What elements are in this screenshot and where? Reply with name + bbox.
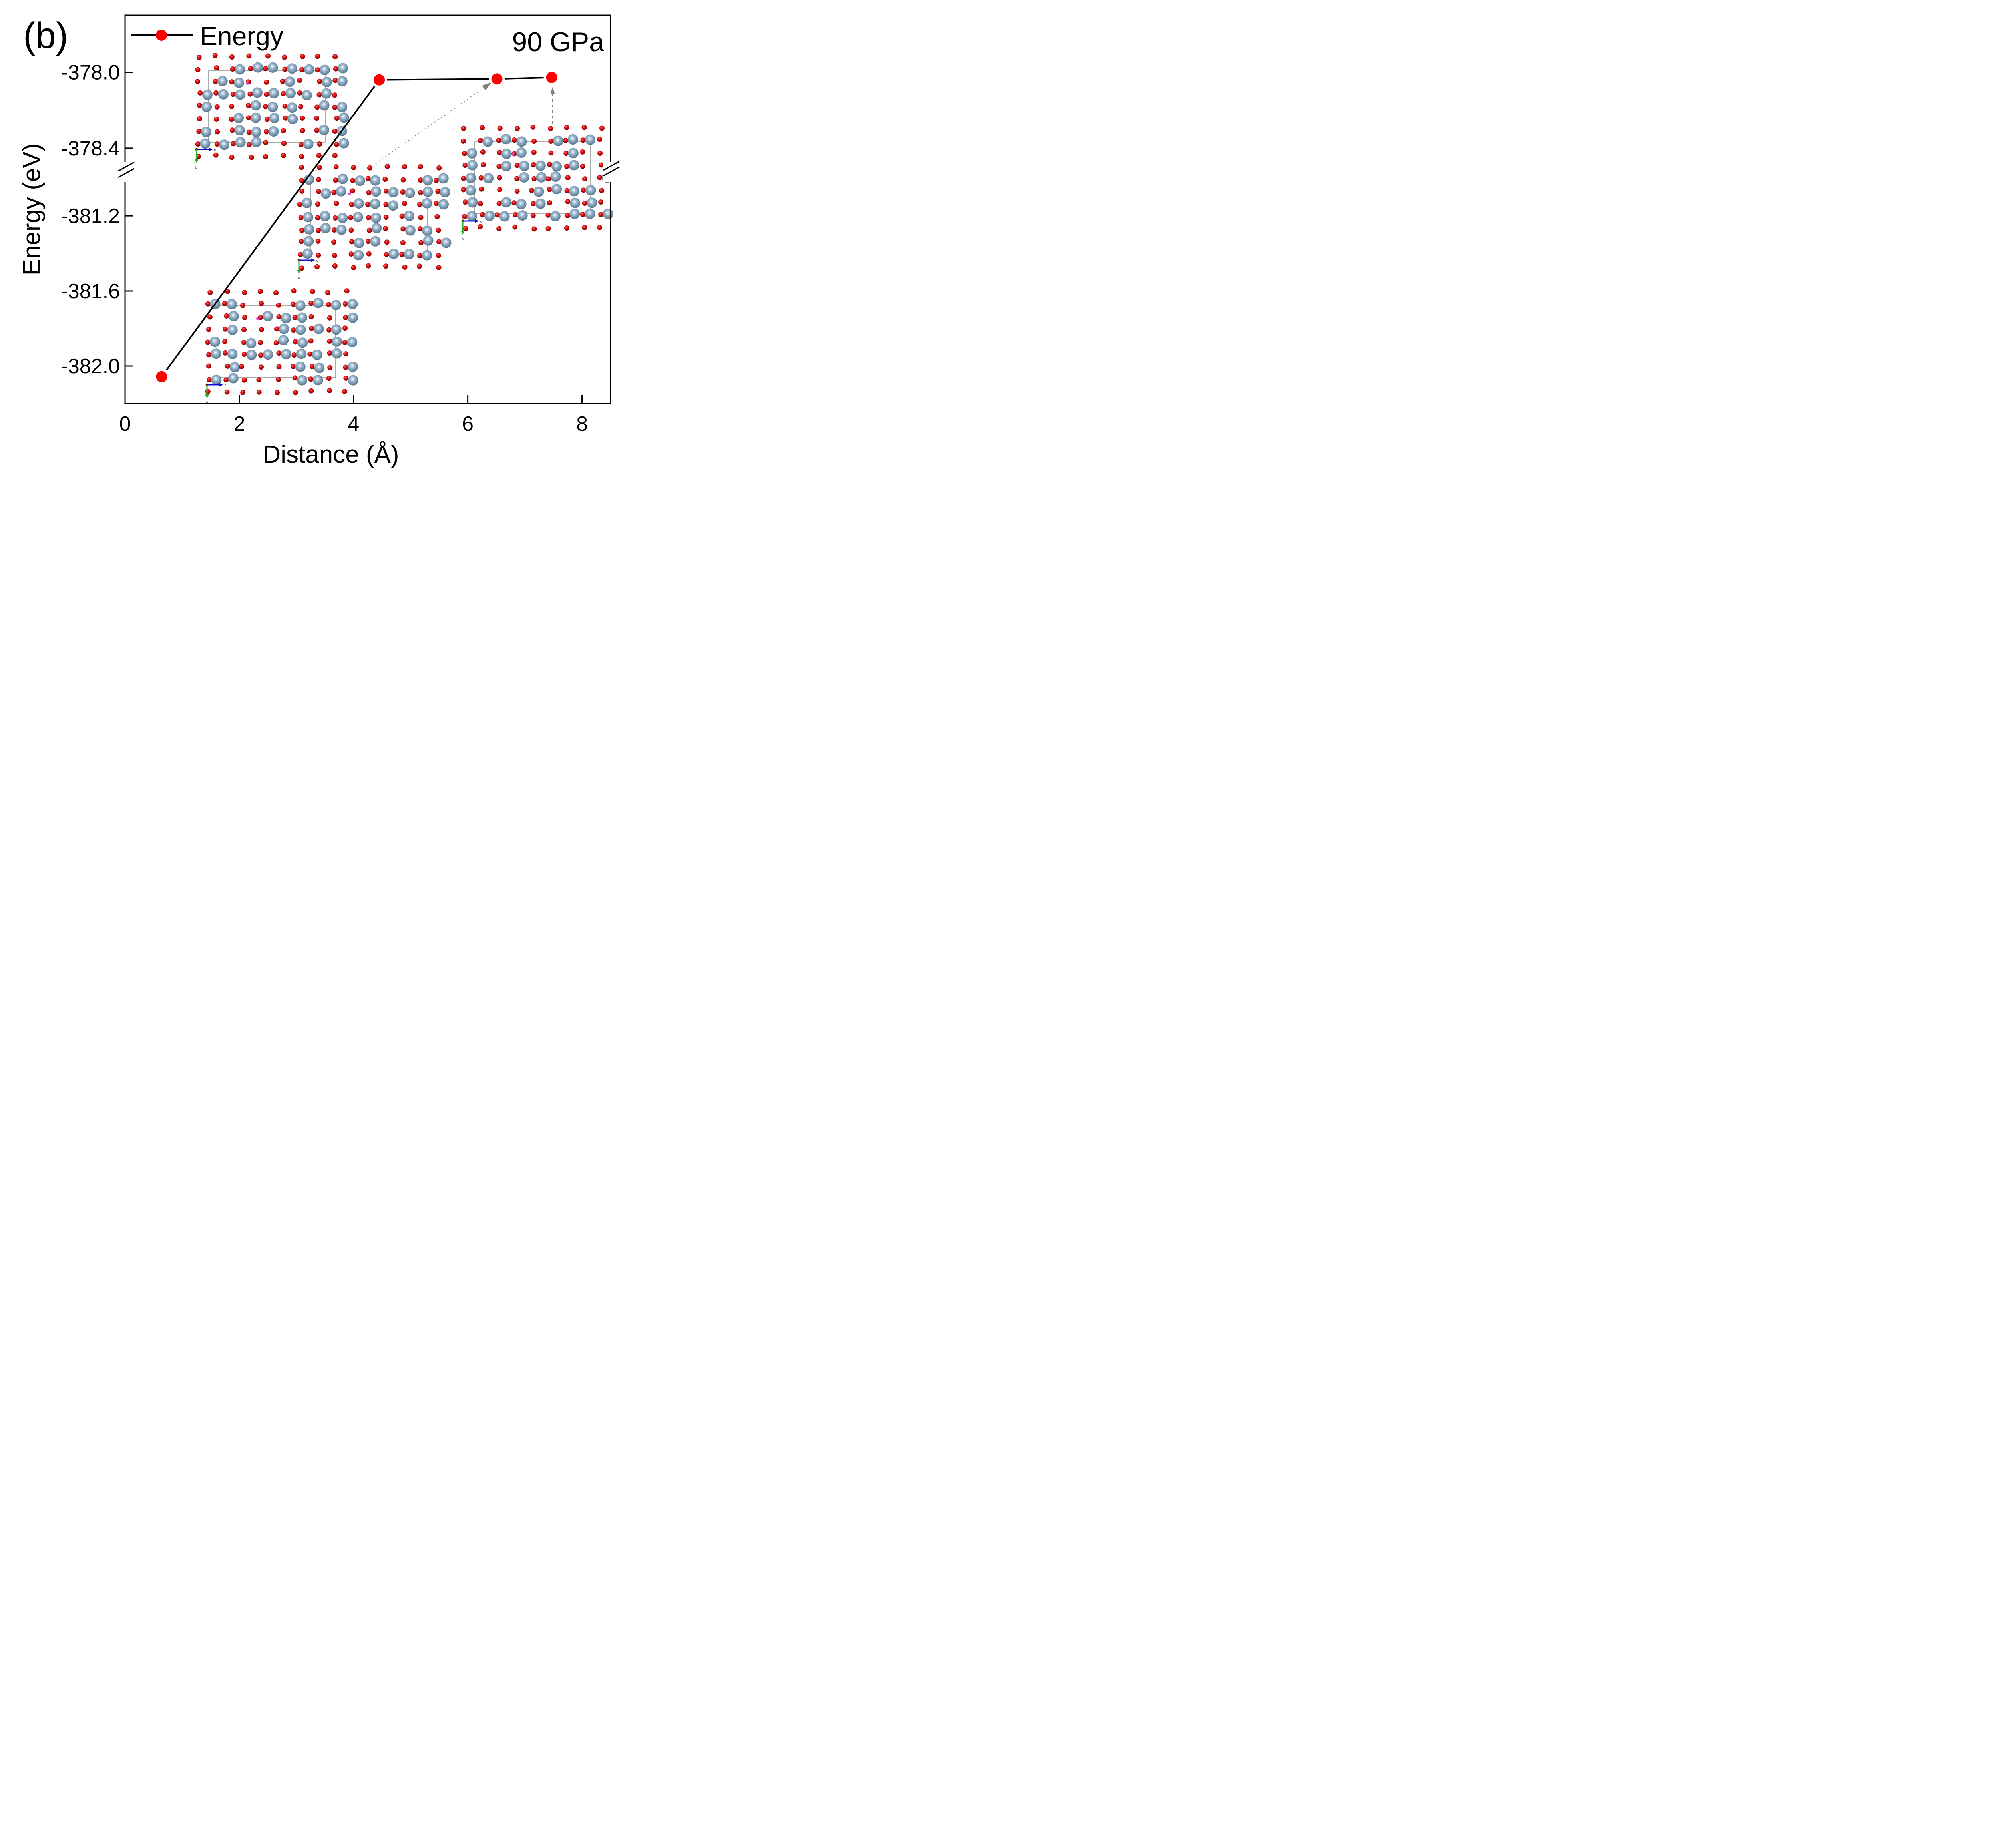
svg-text:c: c bbox=[214, 148, 216, 152]
structure-inset-final: cb bbox=[460, 124, 613, 241]
x-tick-label: 2 bbox=[233, 412, 245, 436]
data-point bbox=[156, 371, 167, 382]
legend-label: Energy bbox=[200, 21, 283, 51]
svg-text:c: c bbox=[316, 259, 318, 263]
x-axis-label: Distance (Å) bbox=[263, 441, 399, 468]
series-line-segment bbox=[165, 86, 375, 371]
series-line-segment bbox=[387, 78, 489, 81]
svg-text:b: b bbox=[462, 237, 464, 241]
svg-text:c: c bbox=[225, 383, 227, 387]
data-point bbox=[546, 72, 557, 83]
svg-text:b: b bbox=[206, 401, 208, 405]
structure-inset-initial: cb bbox=[205, 288, 358, 405]
plot-frame bbox=[124, 14, 611, 404]
x-tick-label: 8 bbox=[576, 412, 588, 436]
structure-inset-transition: cb bbox=[195, 53, 349, 169]
axis-break bbox=[116, 161, 620, 182]
pressure-annotation: 90 GPa bbox=[512, 27, 604, 57]
x-tick-label: 6 bbox=[462, 412, 474, 436]
data-point bbox=[374, 74, 385, 86]
legend: Energy bbox=[131, 21, 283, 51]
y-tick-label: -381.6 bbox=[61, 280, 120, 303]
structure-inset-intermediate: cb bbox=[297, 163, 452, 280]
y-tick-label: -382.0 bbox=[61, 355, 120, 378]
y-axis-label: Energy (eV) bbox=[18, 143, 46, 276]
svg-text:b: b bbox=[298, 276, 300, 280]
y-tick-label: -378.4 bbox=[61, 137, 120, 160]
x-tick-label: 0 bbox=[119, 412, 131, 436]
data-point bbox=[491, 73, 503, 85]
series-line-segment bbox=[505, 77, 544, 80]
legend-marker bbox=[156, 30, 167, 41]
x-tick-label: 4 bbox=[348, 412, 359, 436]
y-tick-label: -378.0 bbox=[61, 61, 120, 84]
y-tick-label: -381.2 bbox=[61, 205, 120, 228]
inset-arrows bbox=[375, 82, 555, 164]
svg-text:c: c bbox=[480, 219, 482, 223]
panel-label: (b) bbox=[23, 15, 68, 56]
svg-text:b: b bbox=[195, 165, 197, 169]
